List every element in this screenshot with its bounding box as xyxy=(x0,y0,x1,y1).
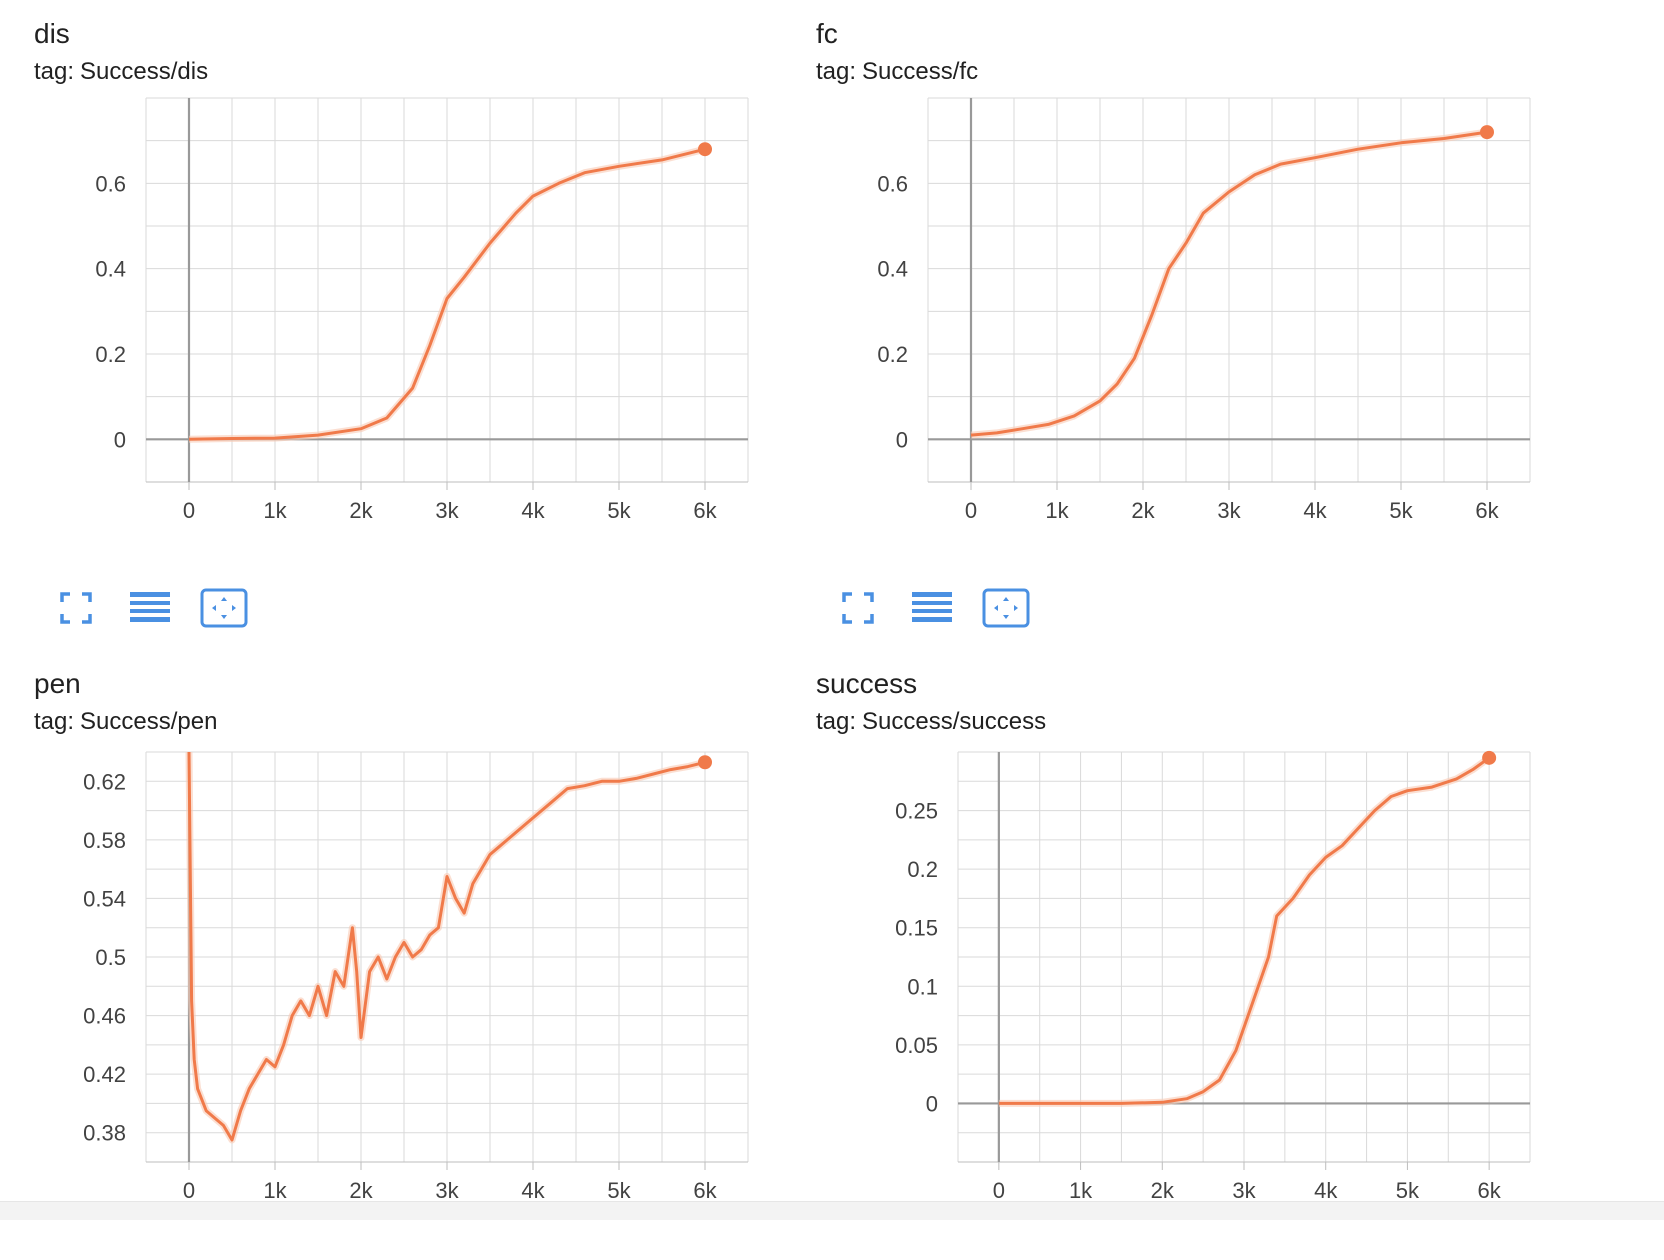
chart-card-success: success tag: Success/success 0 1k 2k 3k 4k 5k 6… xyxy=(816,660,1576,1260)
series-end-point xyxy=(698,755,712,770)
fit-domain-icon xyxy=(982,588,1030,633)
x-tick-label: 3k xyxy=(435,1178,459,1203)
x-tick-label: 6k xyxy=(693,498,717,523)
x-tick-label: 3k xyxy=(1232,1178,1256,1203)
x-tick-label: 3k xyxy=(1217,498,1241,523)
x-tick-label: 5k xyxy=(1389,498,1413,523)
y-tick-label: 0.1 xyxy=(907,974,938,999)
tag-label: tag: xyxy=(816,708,857,735)
x-tick-label: 2k xyxy=(1151,1178,1175,1203)
x-tick-label: 1k xyxy=(1069,1178,1093,1203)
fullscreen-icon xyxy=(59,591,93,630)
toggle-y-log-button[interactable] xyxy=(908,588,956,632)
line-chart-fc[interactable]: 0 1k 2k 3k 4k 5k 6k 0 0.2 0.4 0.6 xyxy=(816,10,1576,610)
x-tick-label: 0 xyxy=(993,1178,1005,1203)
page-bottom-edge xyxy=(0,1201,1664,1220)
y-tick-label: 0.46 xyxy=(83,1004,126,1029)
toggle-y-log-button[interactable] xyxy=(126,588,174,632)
x-tick-label: 5k xyxy=(1396,1178,1420,1203)
series-end-point xyxy=(698,142,712,157)
tag-label: tag: xyxy=(34,58,75,85)
fullscreen-button[interactable] xyxy=(834,588,882,632)
x-tick-label: 6k xyxy=(1475,498,1499,523)
tag-value: Success/fc xyxy=(862,58,979,85)
chart-tag: tag: Success/success xyxy=(816,708,1046,736)
x-tick-label: 4k xyxy=(521,1178,545,1203)
tag-label: tag: xyxy=(816,58,857,85)
chart-title: fc xyxy=(816,18,838,49)
series-end-point xyxy=(1480,125,1494,140)
y-tick-label: 0.2 xyxy=(907,857,938,882)
series-line xyxy=(188,147,706,441)
fullscreen-button[interactable] xyxy=(52,588,100,632)
x-tick-label: 0 xyxy=(965,498,977,523)
y-tick-label: 0.6 xyxy=(95,171,126,196)
x-tick-label: 2k xyxy=(349,498,373,523)
fit-domain-icon xyxy=(200,588,248,633)
series-line xyxy=(998,756,1490,1105)
y-tick-label: 0.42 xyxy=(83,1062,126,1087)
chart-card-fc: fc tag: Success/fc 0 1k 2k 3k 4k 5k 6k 0 0.2 0.4 0.… xyxy=(816,10,1576,627)
y-tick-label: 0.05 xyxy=(895,1033,938,1058)
x-tick-label: 5k xyxy=(607,1178,631,1203)
y-tick-label: 0.4 xyxy=(95,257,126,282)
x-tick-label: 2k xyxy=(349,1178,373,1203)
y-tick-label: 0 xyxy=(926,1091,938,1116)
x-tick-label: 0 xyxy=(183,1178,195,1203)
x-tick-label: 4k xyxy=(1314,1178,1338,1203)
chart-toolbar xyxy=(52,588,248,632)
y-tick-label: 0.38 xyxy=(83,1121,126,1146)
chart-tag: tag: Success/pen xyxy=(34,708,217,736)
y-tick-label: 0.2 xyxy=(95,342,126,367)
chart-tag: tag: Success/fc xyxy=(816,58,978,86)
y-tick-label: 0.58 xyxy=(83,828,126,853)
chart-title: dis xyxy=(34,18,70,49)
y-tick-label: 0.15 xyxy=(895,916,938,941)
y-tick-label: 0.6 xyxy=(877,171,908,196)
y-tick-label: 0.54 xyxy=(83,886,126,911)
y-tick-label: 0.25 xyxy=(895,799,938,824)
x-tick-label: 6k xyxy=(1478,1178,1502,1203)
tag-value: Success/success xyxy=(862,708,1047,735)
x-tick-label: 6k xyxy=(693,1178,717,1203)
y-tick-label: 0 xyxy=(896,427,908,452)
x-tick-label: 5k xyxy=(607,498,631,523)
chart-card-dis: dis tag: Success/dis 0 1k 2k 3k 4k 5k 6k 0 0.2 0.4… xyxy=(34,10,794,627)
x-tick-label: 2k xyxy=(1131,498,1155,523)
y-tick-label: 0.5 xyxy=(95,945,126,970)
fullscreen-icon xyxy=(841,591,875,630)
x-tick-label: 4k xyxy=(521,498,545,523)
chart-title: success xyxy=(816,668,918,699)
x-tick-label: 4k xyxy=(1303,498,1327,523)
y-tick-label: 0.62 xyxy=(83,769,126,794)
line-chart-pen[interactable]: 0 1k 2k 3k 4k 5k 6k 0.38 0.42 0.46 0.5 0.54 0.58 0.62 xyxy=(34,660,794,1220)
chart-title: pen xyxy=(34,668,81,699)
line-chart-dis[interactable]: 0 1k 2k 3k 4k 5k 6k 0 0.2 0.4 0.6 xyxy=(34,10,794,610)
x-tick-label: 1k xyxy=(263,498,287,523)
list-lines-icon xyxy=(911,590,953,631)
line-chart-success[interactable]: 0 1k 2k 3k 4k 5k 6k 0 0.05 0.1 0.15 0.2 0.25 xyxy=(816,660,1576,1220)
chart-card-pen: pen tag: Success/pen 0 1k 2k 3k 4k 5k 6k 0.38 0.4… xyxy=(34,660,794,1260)
fit-domain-button[interactable] xyxy=(982,588,1030,632)
tag-value: Success/dis xyxy=(80,58,209,85)
tag-value: Success/pen xyxy=(80,708,218,735)
x-tick-label: 1k xyxy=(263,1178,287,1203)
chart-toolbar xyxy=(834,588,1030,632)
x-tick-label: 1k xyxy=(1045,498,1069,523)
y-tick-label: 0 xyxy=(114,427,126,452)
fit-domain-button[interactable] xyxy=(200,588,248,632)
list-lines-icon xyxy=(129,590,171,631)
tag-label: tag: xyxy=(34,708,75,735)
x-tick-label: 3k xyxy=(435,498,459,523)
y-tick-label: 0.4 xyxy=(877,257,908,282)
series-line xyxy=(187,751,706,1142)
series-line xyxy=(970,130,1488,437)
chart-tag: tag: Success/dis xyxy=(34,58,208,86)
x-tick-label: 0 xyxy=(183,498,195,523)
series-end-point xyxy=(1482,750,1497,765)
y-tick-label: 0.2 xyxy=(877,342,908,367)
